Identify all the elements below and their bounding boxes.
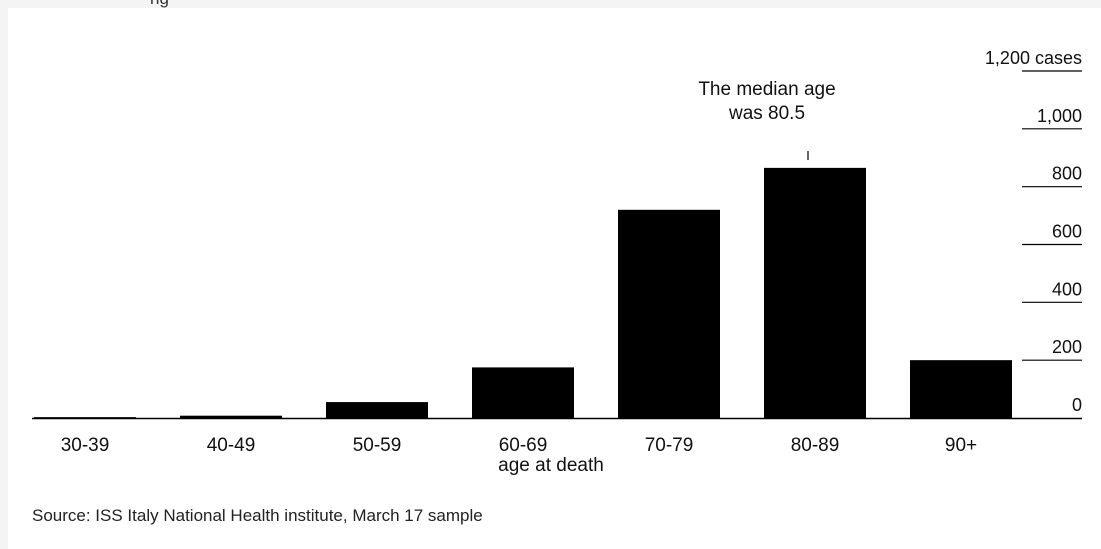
bar-80-89 <box>764 167 866 418</box>
chart-panel: 0 200 400 600 800 1,000 1,200 cases 30-39 40-49… <box>8 8 1101 549</box>
x-tick-label: 70-79 <box>645 435 694 456</box>
annotation-text: was 80.5 <box>728 103 805 124</box>
bar-60-69 <box>472 367 574 418</box>
x-tick-label: 50-59 <box>353 435 402 456</box>
y-tick-label: 1,200 cases <box>985 48 1082 68</box>
bars <box>34 167 1012 419</box>
bar-70-79 <box>618 209 720 418</box>
x-axis-title: age at death <box>498 455 604 476</box>
median-annotation: The median age was 80.5 <box>698 79 836 160</box>
annotation-text: The median age <box>698 79 835 100</box>
x-tick-label: 90+ <box>945 435 977 456</box>
x-tick-label: 40-49 <box>207 435 256 456</box>
y-tick-label: 800 <box>1052 164 1082 184</box>
bar-chart: 0 200 400 600 800 1,000 1,200 cases 30-39 40-49… <box>32 48 1082 476</box>
top-fragment: ng <box>0 0 1101 8</box>
source-note: Source: ISS Italy National Health instit… <box>32 506 483 525</box>
x-axis-tick-labels: 30-39 40-49 50-59 60-69 70-79 80-89 90+ <box>61 435 977 456</box>
y-axis: 0 200 400 600 800 1,000 1,200 cases <box>985 48 1082 415</box>
y-tick-label: 400 <box>1052 279 1082 299</box>
y-tick-label: 1,000 <box>1037 106 1082 126</box>
x-tick-label: 30-39 <box>61 435 110 456</box>
y-tick-label: 600 <box>1052 222 1082 242</box>
y-tick-label: 0 <box>1072 395 1082 415</box>
bar-40-49 <box>180 415 282 418</box>
bar-90+ <box>910 360 1012 418</box>
bar-30-39 <box>34 417 136 419</box>
x-tick-label: 80-89 <box>791 435 840 456</box>
top-fragment-text: ng <box>150 0 169 8</box>
x-tick-label: 60-69 <box>499 435 548 456</box>
y-tick-label: 200 <box>1052 337 1082 357</box>
bar-50-59 <box>326 402 428 418</box>
